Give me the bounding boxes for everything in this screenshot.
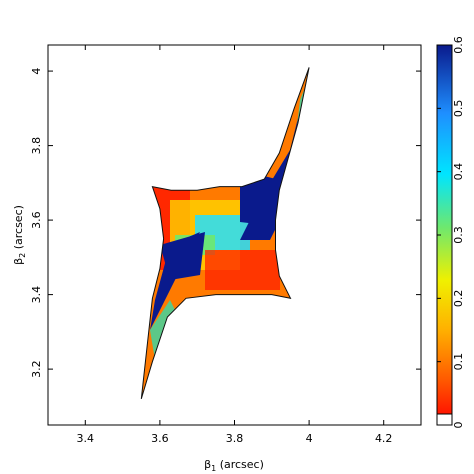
blue-band-center-left xyxy=(160,232,205,280)
y-axis-ticks: 3.2 3.4 3.6 3.8 4 xyxy=(30,68,421,378)
x-axis-ticks: 3.4 3.6 3.8 4 4.2 xyxy=(77,45,393,445)
caustic-red-patch-low xyxy=(205,250,280,290)
y-tick-label: 3.6 xyxy=(30,211,43,229)
colorbar-ticks: 0 0.1 0.2 0.3 0.4 0.5 0.6 xyxy=(437,36,465,429)
colorbar-tick-label: 0.4 xyxy=(452,163,465,181)
x-tick-label: 3.8 xyxy=(226,432,244,445)
colorbar-tick-label: 0.1 xyxy=(452,353,465,371)
colorbar-tick-label: 0 xyxy=(452,422,465,429)
y-axis-label-sub: 2 xyxy=(18,253,27,258)
y-tick-label: 3.8 xyxy=(30,137,43,155)
y-tick-label: 3.4 xyxy=(30,286,43,304)
y-tick-label: 4 xyxy=(30,68,43,75)
y-axis-label-symbol: β xyxy=(12,258,25,265)
x-axis-label-symbol: β xyxy=(204,458,211,471)
caustic-outline xyxy=(140,67,310,400)
colorbar-tick-label: 0.5 xyxy=(452,100,465,118)
x-axis-label-sub: 1 xyxy=(211,464,216,473)
y-tick-label: 3.2 xyxy=(30,360,43,378)
colorbar-tick-label: 0.2 xyxy=(452,290,465,308)
y-axis-label-unit: (arcsec) xyxy=(12,205,25,253)
x-axis-label-unit: (arcsec) xyxy=(216,458,264,471)
x-tick-label: 3.4 xyxy=(77,432,95,445)
colorbar-tick-label: 0.3 xyxy=(452,226,465,244)
colorbar-tick-label: 0.6 xyxy=(452,36,465,54)
y-axis-label: β2 (arcsec) xyxy=(12,205,27,265)
x-axis-label: β1 (arcsec) xyxy=(204,458,264,473)
colorbar-zero-cap xyxy=(436,413,453,426)
x-tick-label: 4.2 xyxy=(375,432,393,445)
x-tick-label: 4 xyxy=(306,432,313,445)
x-tick-label: 3.6 xyxy=(151,432,169,445)
